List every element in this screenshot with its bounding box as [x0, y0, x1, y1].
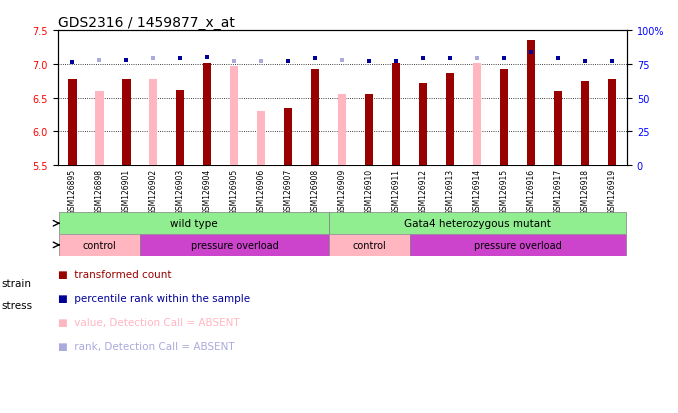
- Text: strain: strain: [1, 278, 31, 288]
- Text: stress: stress: [1, 300, 33, 310]
- Bar: [258, 112, 266, 166]
- Text: ■  percentile rank within the sample: ■ percentile rank within the sample: [58, 294, 250, 304]
- Text: GSM126905: GSM126905: [230, 168, 239, 214]
- Text: control: control: [353, 240, 386, 250]
- Text: GSM126901: GSM126901: [122, 168, 131, 214]
- Bar: [365, 95, 374, 166]
- Bar: [527, 41, 536, 166]
- Text: GSM126909: GSM126909: [338, 168, 347, 214]
- Bar: [329, 213, 626, 235]
- Text: Gata4 heterozygous mutant: Gata4 heterozygous mutant: [404, 219, 551, 229]
- Text: GSM126906: GSM126906: [257, 168, 266, 214]
- Text: GSM126904: GSM126904: [203, 168, 212, 214]
- Text: GSM126895: GSM126895: [68, 168, 77, 214]
- Bar: [176, 91, 184, 166]
- Text: ■  transformed count: ■ transformed count: [58, 270, 171, 280]
- Text: GSM126918: GSM126918: [581, 168, 590, 214]
- Bar: [231, 66, 239, 166]
- Bar: [96, 92, 104, 166]
- Text: GSM126907: GSM126907: [284, 168, 293, 214]
- Text: GSM126911: GSM126911: [392, 168, 401, 214]
- Bar: [338, 95, 346, 166]
- Text: GSM126908: GSM126908: [311, 168, 320, 214]
- Bar: [284, 109, 292, 166]
- Bar: [59, 235, 140, 256]
- Text: pressure overload: pressure overload: [474, 240, 561, 250]
- Text: ■  value, Detection Call = ABSENT: ■ value, Detection Call = ABSENT: [58, 318, 239, 328]
- Text: GSM126915: GSM126915: [500, 168, 508, 214]
- Text: control: control: [83, 240, 117, 250]
- Text: GDS2316 / 1459877_x_at: GDS2316 / 1459877_x_at: [58, 16, 235, 30]
- Text: GSM126903: GSM126903: [176, 168, 185, 214]
- Bar: [608, 79, 616, 166]
- Bar: [329, 235, 410, 256]
- Bar: [555, 92, 562, 166]
- Bar: [500, 69, 508, 166]
- Text: wild type: wild type: [170, 219, 218, 229]
- Text: pressure overload: pressure overload: [191, 240, 278, 250]
- Bar: [446, 74, 454, 166]
- Bar: [140, 235, 329, 256]
- Text: GSM126914: GSM126914: [473, 168, 482, 214]
- Bar: [473, 64, 481, 166]
- Bar: [68, 79, 77, 166]
- Text: GSM126912: GSM126912: [419, 168, 428, 214]
- Bar: [123, 79, 130, 166]
- Bar: [393, 64, 401, 166]
- Bar: [149, 79, 157, 166]
- Text: GSM126902: GSM126902: [149, 168, 158, 214]
- Bar: [203, 64, 212, 166]
- Text: GSM126917: GSM126917: [554, 168, 563, 214]
- Bar: [311, 69, 319, 166]
- Text: GSM126919: GSM126919: [607, 168, 617, 214]
- Bar: [59, 213, 329, 235]
- Bar: [419, 83, 427, 166]
- Text: GSM126910: GSM126910: [365, 168, 374, 214]
- Bar: [410, 235, 626, 256]
- Text: GSM126898: GSM126898: [95, 168, 104, 214]
- Text: GSM126916: GSM126916: [527, 168, 536, 214]
- Bar: [581, 82, 589, 166]
- Text: ■  rank, Detection Call = ABSENT: ■ rank, Detection Call = ABSENT: [58, 342, 235, 351]
- Text: GSM126913: GSM126913: [446, 168, 455, 214]
